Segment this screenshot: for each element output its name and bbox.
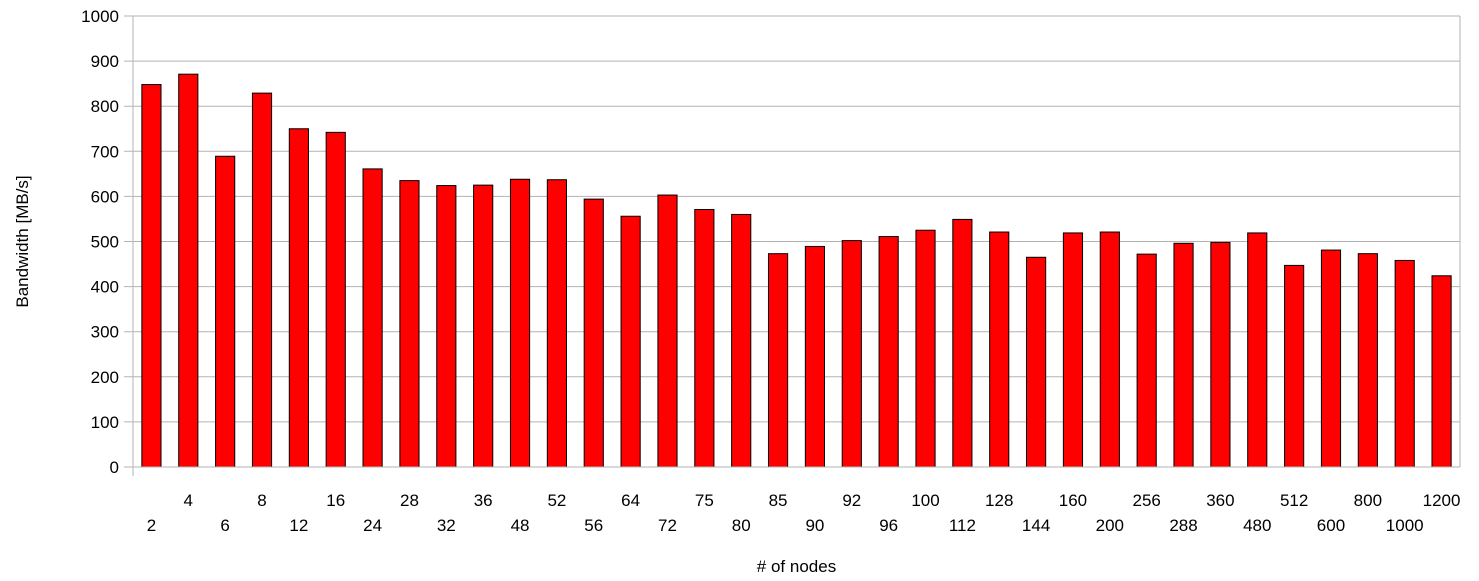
x-tick-label: 72 (658, 516, 677, 535)
bar (952, 218, 973, 468)
bar (804, 245, 826, 468)
bar (915, 229, 936, 468)
bar (1136, 253, 1157, 468)
bar (1357, 253, 1378, 468)
bar (473, 184, 494, 468)
x-tick-label: 600 (1317, 516, 1345, 535)
x-tick-label: 256 (1132, 491, 1160, 510)
x-tick-label: 90 (805, 516, 824, 535)
bar (878, 236, 899, 468)
y-tick-label: 0 (110, 458, 119, 477)
y-tick-label: 1000 (81, 7, 119, 26)
x-tick-label: 64 (621, 491, 640, 510)
x-tick-label: 4 (184, 491, 193, 510)
x-tick-label: 360 (1206, 491, 1234, 510)
bar (141, 84, 162, 468)
x-tick-label: 75 (695, 491, 714, 510)
y-tick-label: 400 (91, 278, 119, 297)
bar (620, 215, 641, 468)
x-tick-label: 96 (879, 516, 898, 535)
x-tick-label: 8 (257, 491, 266, 510)
x-tick-label: 800 (1354, 491, 1382, 510)
bar (546, 179, 567, 468)
gridlines (124, 15, 1460, 468)
x-tick-label: 92 (842, 491, 861, 510)
x-tick-label: 160 (1059, 491, 1087, 510)
x-tick-label: 112 (949, 516, 976, 535)
bar (1431, 275, 1452, 468)
x-tick-label: 85 (769, 491, 788, 510)
bar (1062, 232, 1084, 468)
x-tick-label: 28 (400, 491, 419, 510)
bar (1210, 241, 1231, 468)
x-tick-label: 24 (363, 516, 382, 535)
x-tick-label: 32 (437, 516, 456, 535)
x-tick-label: 480 (1243, 516, 1271, 535)
y-axis-title: Bandwidth [MB/s] (13, 175, 32, 307)
bar (657, 194, 678, 468)
y-tick-label: 500 (91, 233, 119, 252)
x-tick-label: 1000 (1386, 516, 1424, 535)
bar (694, 208, 715, 468)
bar (178, 73, 199, 468)
x-tick-label: 2 (147, 516, 156, 535)
y-tick-label: 900 (91, 52, 119, 71)
bar (1026, 256, 1047, 468)
y-tick-label: 600 (91, 187, 119, 206)
x-tick-label: 16 (326, 491, 345, 510)
x-tick-label: 512 (1280, 491, 1308, 510)
x-tick-label: 36 (474, 491, 493, 510)
bar (841, 240, 862, 468)
bar (1320, 249, 1342, 468)
bars (141, 73, 1452, 468)
bar (215, 155, 236, 468)
y-tick-label: 700 (91, 142, 119, 161)
x-tick-label: 12 (289, 516, 308, 535)
bar (399, 180, 420, 468)
y-tick-label: 800 (91, 97, 119, 116)
bar (1173, 242, 1194, 468)
x-tick-label: 56 (584, 516, 603, 535)
bar (583, 198, 604, 468)
x-tick-labels: 2468121624283236485256647275808590929610… (147, 491, 1461, 535)
x-tick-label: 144 (1022, 516, 1050, 535)
x-tick-label: 1200 (1423, 491, 1461, 510)
bar (1099, 231, 1120, 468)
x-tick-label: 128 (985, 491, 1013, 510)
y-tick-labels: 0 100 200 300 400 500 600 700 800 900 1000 (81, 7, 119, 477)
x-tick-label: 288 (1169, 516, 1197, 535)
bar (989, 231, 1010, 468)
bar (362, 168, 383, 468)
bar (731, 213, 752, 468)
bar (1284, 264, 1305, 468)
axes (132, 16, 1461, 476)
bar (288, 128, 309, 468)
bar (325, 131, 346, 468)
y-tick-label: 100 (91, 413, 119, 432)
bar (509, 178, 531, 468)
bar (767, 253, 789, 468)
x-tick-label: 200 (1096, 516, 1124, 535)
bar (1247, 232, 1268, 468)
x-axis-title: # of nodes (757, 557, 836, 576)
x-tick-label: 6 (220, 516, 229, 535)
bar (251, 92, 273, 468)
bar (436, 185, 457, 468)
x-tick-label: 80 (732, 516, 751, 535)
x-tick-label: 52 (547, 491, 566, 510)
x-tick-label: 48 (511, 516, 530, 535)
x-tick-label: 100 (911, 491, 939, 510)
y-tick-label: 300 (91, 323, 119, 342)
bar (1394, 259, 1415, 468)
y-tick-label: 200 (91, 368, 119, 387)
